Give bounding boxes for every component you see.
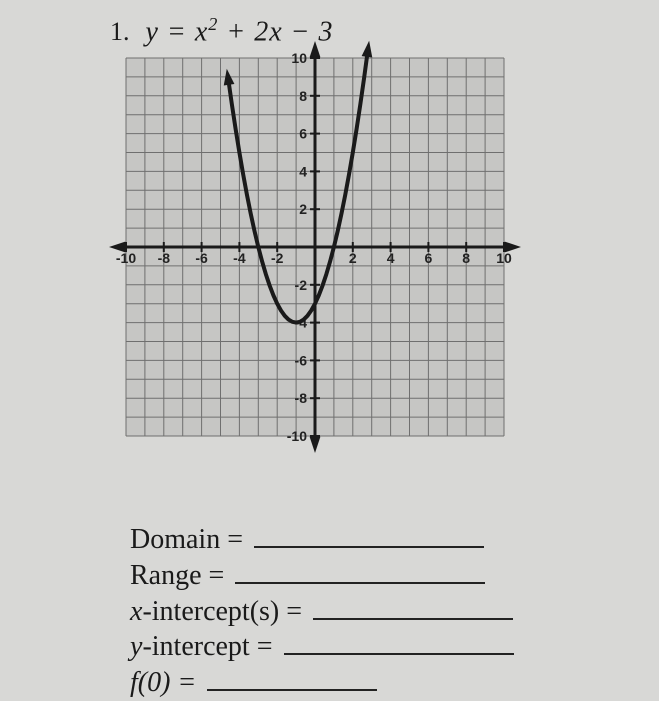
svg-text:4: 4	[299, 163, 307, 179]
svg-text:6: 6	[299, 126, 307, 142]
svg-text:10: 10	[496, 250, 512, 266]
answer-block: Domain = Range = x-intercept(s) = y-inte…	[130, 522, 514, 701]
graph-svg: -10-8-6-4-2246810-10-8-6-4-2246810	[108, 40, 522, 454]
svg-text:-8: -8	[295, 390, 308, 406]
graph: -10-8-6-4-2246810-10-8-6-4-2246810	[108, 40, 522, 454]
range-line: Range =	[130, 558, 514, 594]
svg-text:4: 4	[387, 250, 395, 266]
svg-text:-6: -6	[195, 250, 208, 266]
svg-text:-4: -4	[233, 250, 246, 266]
xint-label: -intercept(s) =	[142, 596, 302, 627]
yint-label: -intercept =	[142, 631, 272, 662]
xint-line: x-intercept(s) =	[130, 594, 514, 630]
xint-blank[interactable]	[313, 594, 513, 619]
svg-text:6: 6	[425, 250, 433, 266]
svg-text:10: 10	[291, 50, 307, 66]
svg-text:2: 2	[299, 201, 307, 217]
xint-prefix: x	[130, 596, 142, 627]
f0-blank[interactable]	[207, 666, 377, 691]
svg-text:2: 2	[349, 250, 357, 266]
domain-label: Domain =	[130, 524, 243, 555]
yint-prefix: y	[130, 631, 142, 662]
yint-blank[interactable]	[284, 630, 514, 655]
yint-line: y-intercept =	[130, 629, 514, 665]
f0-label: f(0) =	[130, 667, 196, 698]
svg-text:-10: -10	[116, 250, 136, 266]
svg-text:-2: -2	[295, 277, 308, 293]
svg-text:8: 8	[462, 250, 470, 266]
domain-line: Domain =	[130, 522, 514, 558]
svg-text:-2: -2	[271, 250, 284, 266]
domain-blank[interactable]	[254, 523, 484, 548]
range-label: Range =	[130, 560, 224, 591]
svg-text:-6: -6	[295, 352, 308, 368]
f0-line: f(0) =	[130, 665, 514, 701]
svg-text:8: 8	[299, 88, 307, 104]
worksheet-page: 1. y = x2 + 2x − 3 -10-8-6-4-2246810-10-…	[0, 0, 659, 700]
svg-text:-8: -8	[158, 250, 171, 266]
range-blank[interactable]	[235, 559, 485, 584]
svg-text:-10: -10	[287, 428, 307, 444]
